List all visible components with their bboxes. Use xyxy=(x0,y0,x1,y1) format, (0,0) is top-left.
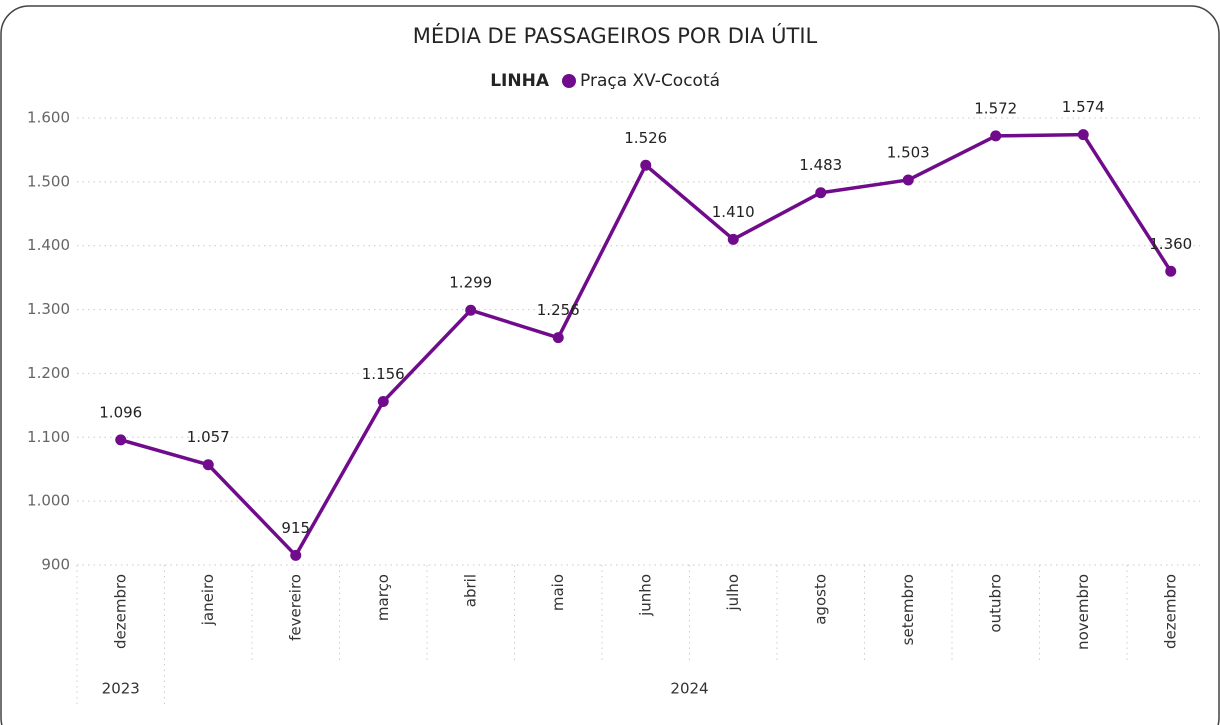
y-tick-label: 1.000 xyxy=(27,492,70,510)
x-tick-label: fevereiro xyxy=(286,574,304,641)
data-label: 1.360 xyxy=(1149,235,1192,253)
x-group-label: 2023 xyxy=(102,680,140,698)
x-tick-label: março xyxy=(374,574,392,621)
legend-marker xyxy=(562,74,576,88)
data-point xyxy=(727,233,739,245)
legend-label: Praça XV-Cocotá xyxy=(580,71,720,91)
x-tick-label: novembro xyxy=(1074,574,1092,650)
data-label: 1.410 xyxy=(712,203,755,221)
y-tick-label: 1.100 xyxy=(27,428,70,446)
data-label: 1.503 xyxy=(887,143,930,161)
data-label: 1.156 xyxy=(362,365,405,383)
data-label: 1.483 xyxy=(799,156,842,174)
data-point xyxy=(640,159,652,171)
data-point xyxy=(290,549,302,561)
data-point xyxy=(1165,265,1177,277)
data-label: 915 xyxy=(281,519,310,537)
data-point xyxy=(902,174,914,186)
card-border xyxy=(0,5,1220,725)
x-tick-label: agosto xyxy=(811,574,829,625)
x-tick-label: setembro xyxy=(899,574,917,645)
y-tick-label: 1.300 xyxy=(27,300,70,318)
data-label: 1.096 xyxy=(99,403,142,421)
data-label: 1.574 xyxy=(1062,98,1105,116)
x-tick-label: outubro xyxy=(986,574,1004,633)
x-tick-label: maio xyxy=(549,574,567,611)
x-tick-label: dezembro xyxy=(111,574,129,649)
y-tick-label: 900 xyxy=(41,556,70,574)
y-tick-label: 1.600 xyxy=(27,109,70,127)
data-point xyxy=(815,187,827,199)
data-point xyxy=(377,396,389,408)
chart-title: MÉDIA DE PASSAGEIROS POR DIA ÚTIL xyxy=(413,23,818,48)
data-label: 1.057 xyxy=(187,428,230,446)
x-tick-label: junho xyxy=(636,574,654,617)
data-label: 1.256 xyxy=(537,301,580,319)
x-group-label: 2024 xyxy=(670,680,708,698)
data-point xyxy=(552,332,564,344)
legend-title: LINHA xyxy=(490,71,550,91)
data-label: 1.572 xyxy=(974,99,1017,117)
y-tick-label: 1.400 xyxy=(27,236,70,254)
x-tick-label: dezembro xyxy=(1161,574,1179,649)
data-point xyxy=(990,130,1002,142)
x-tick-label: julho xyxy=(724,574,742,612)
data-point xyxy=(115,434,127,446)
data-point xyxy=(1077,129,1089,141)
x-tick-label: janeiro xyxy=(199,574,217,626)
data-point xyxy=(465,304,477,316)
data-label: 1.526 xyxy=(624,129,667,147)
data-label: 1.299 xyxy=(449,274,492,292)
y-tick-label: 1.200 xyxy=(27,364,70,382)
y-tick-label: 1.500 xyxy=(27,172,70,190)
x-tick-label: abril xyxy=(461,574,479,607)
data-point xyxy=(202,459,214,471)
